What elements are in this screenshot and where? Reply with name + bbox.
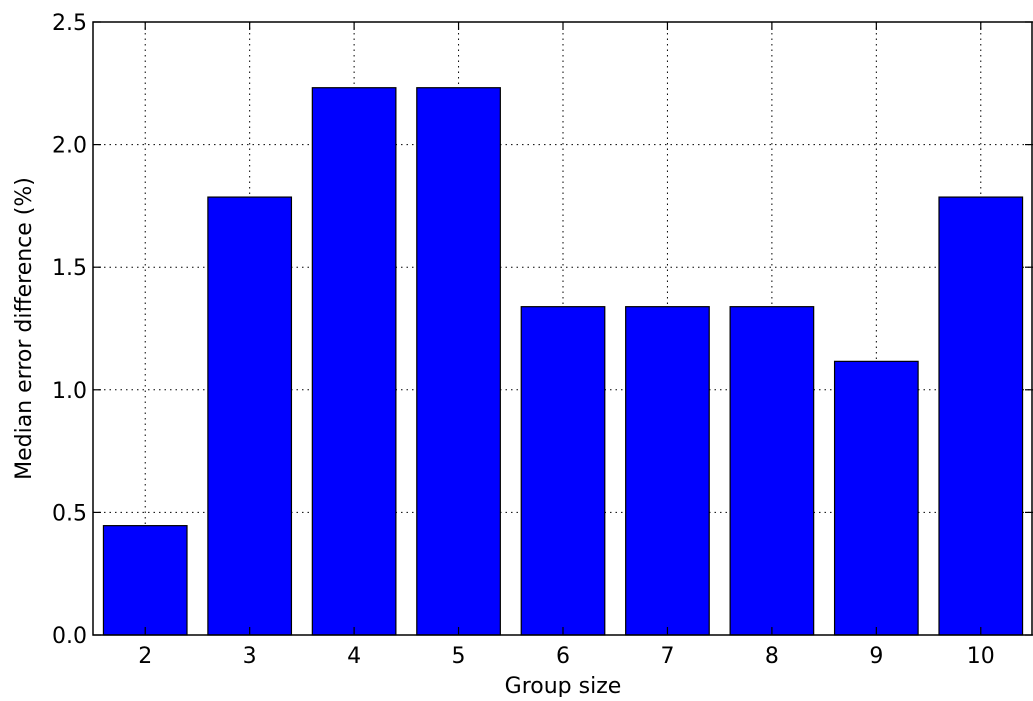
bar-7: [625, 306, 710, 636]
x-tick-label: 7: [660, 644, 674, 669]
y-tick-label: 0.0: [52, 624, 87, 649]
bar-4: [311, 87, 397, 636]
y-tick-label: 1.5: [52, 256, 87, 281]
bars: [102, 87, 1024, 636]
x-tick-label: 10: [967, 644, 995, 669]
bar-5: [416, 87, 501, 636]
x-tick-label: 8: [765, 644, 779, 669]
y-tick-label: 1.0: [52, 379, 87, 404]
x-tick-labels: 2 3 4 5 6 7 8 9 10: [138, 644, 995, 669]
x-axis-label: Group size: [505, 674, 622, 697]
x-tick-label: 3: [243, 644, 257, 669]
y-axis-label: Median error difference (%): [12, 177, 37, 480]
bar-3: [207, 196, 293, 636]
y-tick-label: 0.5: [52, 501, 87, 526]
x-tick-label: 6: [556, 644, 570, 669]
y-tick-label: 2.0: [52, 134, 87, 159]
y-tick-label: 2.5: [52, 11, 87, 36]
x-tick-label: 5: [452, 644, 466, 669]
axis-ticks: [93, 21, 1033, 636]
x-tick-label: 4: [347, 644, 361, 669]
y-tick-labels: 0.0 0.5 1.0 1.5 2.0 2.5: [52, 11, 87, 649]
bar-2: [102, 525, 188, 636]
x-tick-label: 2: [138, 644, 152, 669]
x-tick-label: 9: [869, 644, 883, 669]
bar-8: [729, 306, 815, 636]
bar-9: [833, 360, 919, 636]
bar-6: [520, 306, 606, 636]
bar-10: [938, 196, 1024, 636]
